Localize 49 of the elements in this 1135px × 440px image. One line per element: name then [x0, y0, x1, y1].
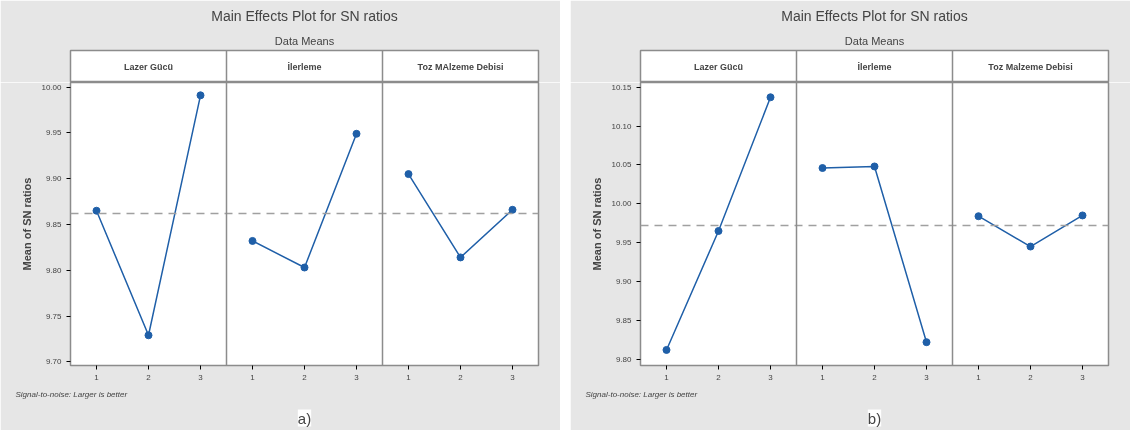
x-tick-label: 3 [924, 372, 930, 382]
x-tick-label: 2 [716, 372, 722, 382]
x-tick-label: 2 [302, 372, 308, 382]
x-tick-label: 3 [198, 372, 204, 382]
y-tick-label: 10.10 [611, 121, 633, 131]
x-tick-label: 3 [354, 372, 360, 382]
y-axis-title: Mean of SN ratios [591, 177, 604, 271]
text: Signal-to-noise: Larger is better [585, 389, 698, 399]
x-tick-label: 2 [872, 372, 878, 382]
x-tick-label: 1 [250, 372, 256, 382]
x-tick-label: 1 [664, 372, 670, 382]
y-tick-label: 9.80 [45, 265, 63, 275]
y-tick-label: 9.90 [45, 174, 63, 184]
y-tick-label: 9.85 [45, 219, 63, 229]
text: Signal-to-noise: Larger is better [15, 389, 128, 399]
y-tick-label: 9.95 [615, 238, 633, 248]
y-tick-label: 10.15 [611, 82, 633, 92]
x-tick-label: 3 [768, 372, 774, 382]
y-tick-label: 10.00 [41, 82, 63, 92]
chart-title: Main Effects Plot for SN ratios [211, 7, 398, 24]
x-tick-label: 2 [1028, 372, 1034, 382]
text: b) [867, 409, 882, 427]
chart-title: Main Effects Plot for SN ratios [781, 7, 968, 24]
y-tick-label: 9.80 [615, 354, 633, 364]
x-tick-label: 1 [406, 372, 412, 382]
y-tick-label: 9.85 [615, 315, 633, 325]
y-tick-label: 9.75 [45, 311, 63, 321]
x-tick-label: 2 [146, 372, 152, 382]
y-tick-label: 9.95 [45, 128, 63, 138]
x-tick-label: 2 [458, 372, 464, 382]
text: Lazer Gücü [123, 61, 174, 72]
y-tick-label: 10.00 [611, 199, 633, 209]
text: Toz Malzeme Debisi [988, 61, 1073, 72]
x-tick-label: 3 [510, 372, 516, 382]
chart-subtitle: Data Means [274, 34, 335, 47]
x-tick-label: 1 [820, 372, 826, 382]
text: a) [297, 409, 312, 427]
y-tick-label: 9.90 [615, 277, 633, 287]
chart-subtitle: Data Means [844, 34, 905, 47]
y-tick-label: 10.05 [611, 160, 633, 170]
x-tick-label: 3 [1080, 372, 1086, 382]
text: Toz MAlzeme Debisi [417, 61, 504, 72]
y-axis-title: Mean of SN ratios [21, 177, 34, 271]
text: İlerleme [287, 61, 322, 72]
x-tick-label: 1 [94, 372, 100, 382]
x-tick-label: 1 [976, 372, 982, 382]
text: Lazer Gücü [693, 61, 744, 72]
y-tick-label: 9.70 [45, 357, 63, 367]
text: İlerleme [857, 61, 892, 72]
